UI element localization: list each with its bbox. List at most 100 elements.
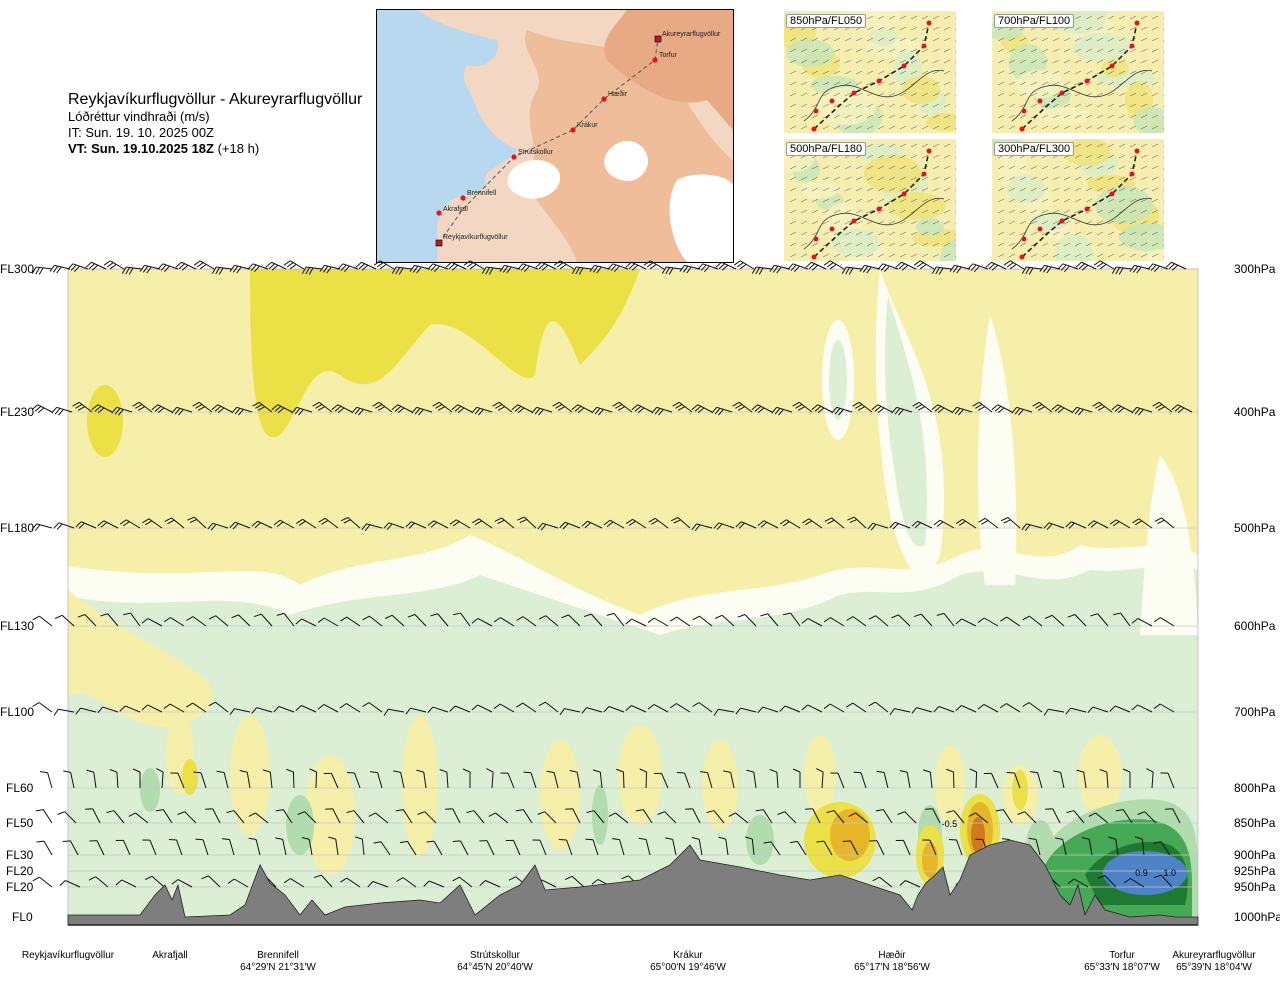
wind-barb [139,264,161,274]
wind-barb [846,616,867,627]
wind-barb [955,518,977,529]
wind-barb [586,810,605,824]
valid-time-main: VT: Sun. 19.10.2025 18Z [68,141,214,156]
route-point-marker [601,96,607,102]
wind-barb [186,616,207,627]
mini-map-700-canvas [992,11,1164,133]
wind-barb [1123,878,1145,888]
wind-barb [340,616,361,627]
wind-barb [751,404,773,414]
wind-barb [141,618,163,627]
wind-barb [142,518,163,529]
station-name: Krákur [673,950,703,961]
station-name: Brennifell [257,950,299,961]
route-point-marker [654,35,662,43]
wind-barb [399,840,417,856]
wind-barb [737,614,757,627]
wind-barb [156,768,164,789]
wind-barb [985,261,1007,271]
valid-time: VT: Sun. 19.10.2025 18Z (+18 h) [68,141,378,157]
strong-downdraft-core [1103,851,1187,895]
wind-barb [805,261,827,271]
pressure-level-label: 950hPa [1234,880,1276,894]
wind-barb [175,261,197,271]
wind-barb [106,810,125,824]
wind-barb [479,880,501,888]
wind-barb [787,263,809,273]
pressure-level-label: 800hPa [1234,781,1276,795]
wind-barb [171,406,193,416]
flight-level-label: FL30 [6,848,34,862]
wind-barb [1111,266,1133,275]
mini-map-850: 850hPa/FL050 [784,11,956,133]
updraft-patch [305,755,355,875]
wind-barb [57,811,77,824]
wind-barb [97,520,119,529]
title-block: Reykjavíkurflugvöllur - Akureyrarflugvöl… [68,90,378,157]
wind-barb [405,521,427,529]
wind-barb [848,812,869,824]
wind-barb [777,811,797,824]
valid-time-offset: (+18 h) [217,141,260,156]
wind-barb [1087,706,1109,714]
wind-barb [868,701,889,713]
wind-barb [565,808,581,824]
wind-barb [86,769,97,789]
wind-barb [728,812,749,824]
wind-barb [631,404,653,414]
updraft-patch [230,715,270,835]
wind-barb [1044,614,1065,627]
wind-barb [516,702,537,713]
wind-barb [607,263,629,273]
wind-barb [875,809,893,824]
wind-barb [1011,406,1033,416]
wind-barb [383,708,405,716]
wind-barb [319,264,341,274]
wind-barb [155,809,173,824]
wind-barb [1065,521,1087,529]
wind-barb [955,618,977,627]
updraft-band-upper [250,269,640,438]
wind-barb [318,517,339,529]
wind-barb [995,809,1013,824]
wind-barb [1152,401,1173,413]
wind-barb [39,771,53,789]
updraft-patch [402,715,438,855]
wind-barb [205,808,221,824]
wind-barb [103,260,125,270]
wind-barb [111,406,133,416]
wind-barb [531,406,553,416]
wind-barb [651,406,673,416]
wind-barb [983,772,999,789]
route-point-label: Torfur [659,52,678,59]
wind-barb [665,837,677,856]
wind-barb [488,812,509,824]
station-coordinates: 64°45'N 20°40'W [457,962,533,973]
wind-barb [571,266,593,275]
station-label: Brennifell 64°29'N 21°31'W [218,950,338,974]
station-label: Hæðir 65°17'N 18°56'W [832,950,952,974]
station-coordinates: 65°39'N 18°04'W [1176,962,1252,973]
wind-barb [1057,263,1079,273]
wind-barb [1067,614,1087,627]
wind-barb [115,879,137,888]
station-name: Akureyrarflugvöllur [1172,950,1256,961]
pressure-level-label: 900hPa [1234,848,1276,862]
wind-barb [252,401,273,413]
flight-level-label: FL50 [6,816,34,830]
wind-barb [295,518,317,529]
wind-barb [516,616,537,627]
wind-barb [207,522,229,531]
wind-barb [670,517,691,529]
wind-barb [559,521,581,530]
contour-label: 0.9 [1135,868,1148,878]
wind-barb [561,614,581,627]
wind-barb [471,618,493,627]
wind-barb [144,875,165,888]
wind-barb [714,614,735,627]
wind-barb [505,839,521,856]
route-point-label: Akrafjall [443,206,468,213]
wind-barb [1065,707,1087,715]
wind-barb [85,808,101,824]
mini-map-700-label: 700hPa/FL100 [994,14,1075,28]
